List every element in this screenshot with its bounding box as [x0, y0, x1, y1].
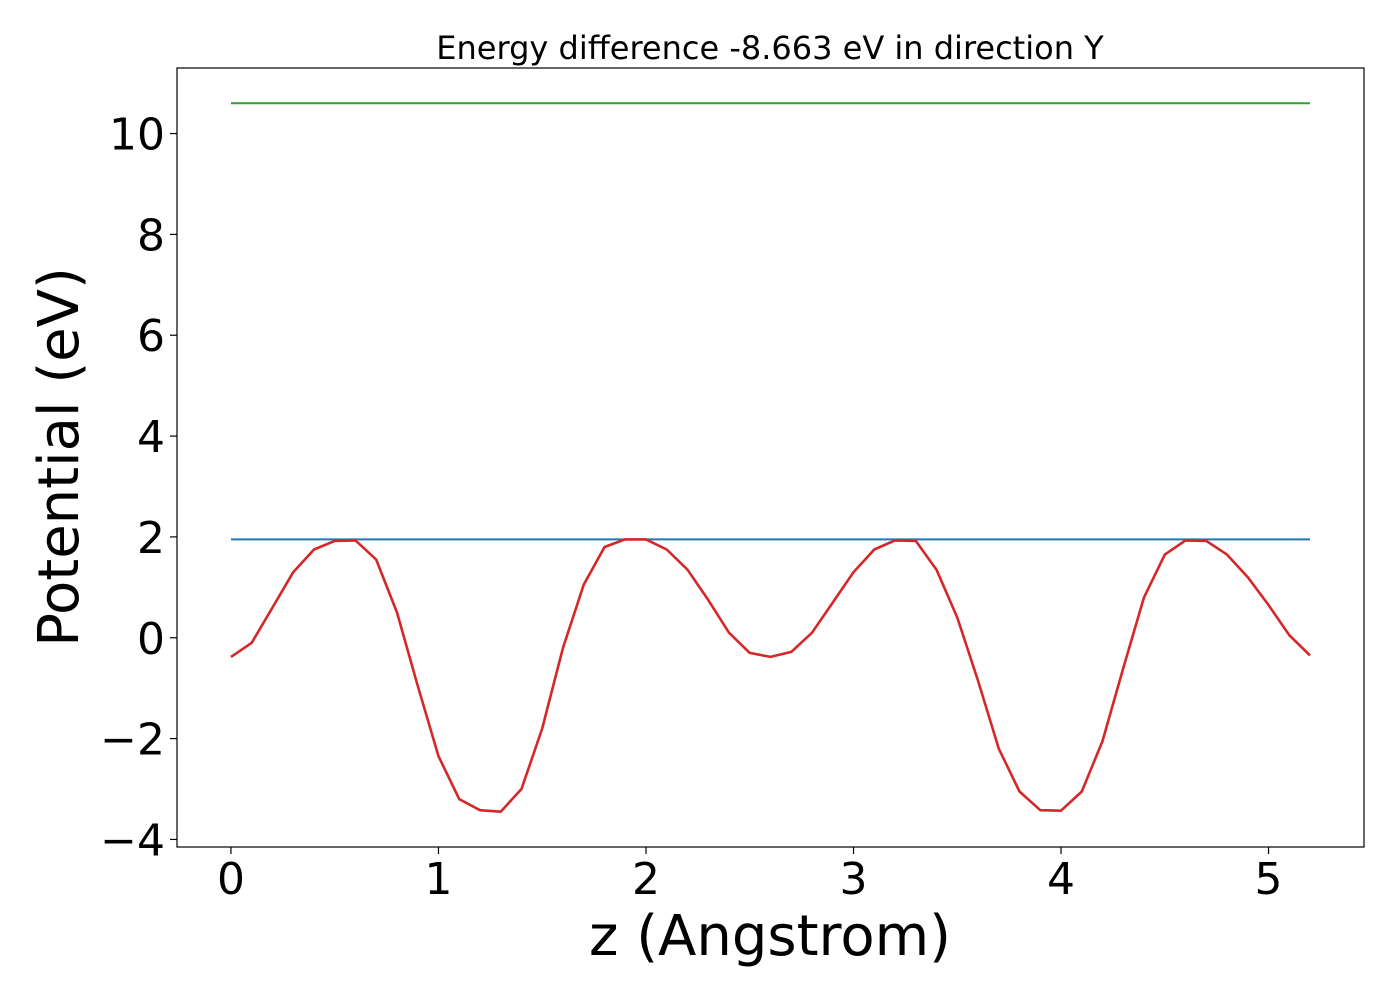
y-axis-ticks: −4 −2 0 2 4 6 8 10: [100, 110, 177, 866]
x-tick-label: 1: [424, 854, 452, 905]
x-tick-label: 4: [1047, 854, 1075, 905]
x-axis-label: z (Angstrom): [589, 904, 951, 969]
x-tick-label: 3: [840, 854, 868, 905]
y-axis-label: Potential (eV): [27, 267, 92, 647]
plot-frame: [176, 67, 1365, 848]
y-tick-label: −4: [100, 815, 165, 866]
x-tick-label: 2: [632, 854, 660, 905]
series-layer: [230, 102, 1311, 814]
x-tick-label: 0: [217, 854, 245, 905]
x-axis-ticks: 0 1 2 3 4 5: [217, 847, 1283, 905]
y-tick-label: 4: [137, 412, 165, 463]
x-tick-label: 5: [1255, 854, 1283, 905]
y-tick-label: 2: [137, 513, 165, 564]
chart-title: Energy difference -8.663 eV in direction…: [436, 29, 1104, 67]
y-tick-label: 10: [109, 110, 165, 161]
y-tick-label: 6: [137, 311, 165, 362]
y-tick-label: 0: [137, 614, 165, 665]
y-tick-label: 8: [137, 210, 165, 261]
series-line-3: [230, 538, 1311, 814]
y-tick-label: −2: [100, 715, 165, 766]
